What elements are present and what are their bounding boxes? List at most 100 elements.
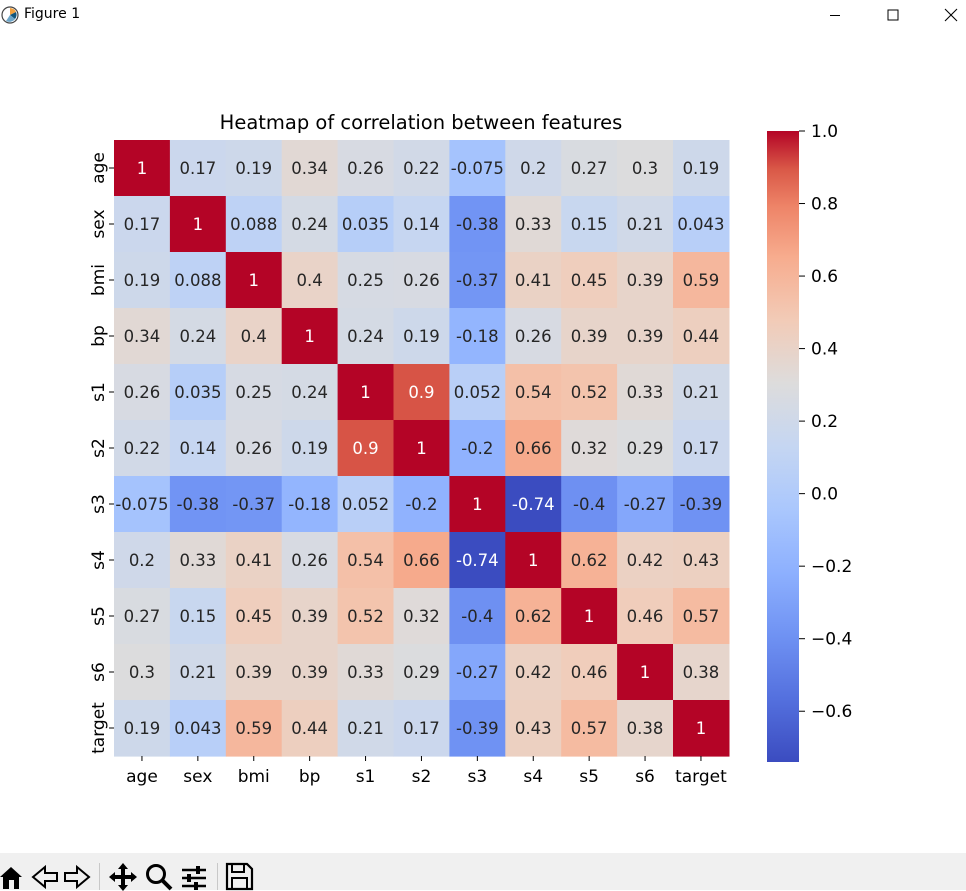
heatmap-cell bbox=[561, 140, 618, 197]
heatmap-cell bbox=[617, 476, 674, 533]
cell-annotation: 0.15 bbox=[179, 607, 216, 626]
heatmap-cell bbox=[114, 700, 171, 757]
cell-annotation: 0.17 bbox=[683, 439, 720, 458]
cell-annotation: 0.21 bbox=[347, 719, 384, 738]
heatmap-cell bbox=[393, 308, 450, 365]
cell-annotation: 1 bbox=[193, 215, 204, 234]
cell-annotation: 0.19 bbox=[683, 159, 720, 178]
cell-annotation: 1 bbox=[472, 495, 483, 514]
heatmap-cell bbox=[169, 644, 227, 701]
heatmap-cell bbox=[114, 252, 171, 309]
cell-annotation: 0.24 bbox=[291, 383, 328, 402]
heatmap-cell bbox=[281, 196, 339, 253]
heatmap-cell bbox=[449, 700, 506, 757]
heatmap-cell bbox=[505, 308, 562, 365]
heatmap-cell bbox=[617, 308, 674, 365]
heatmap-cell bbox=[449, 644, 506, 701]
heatmap-cell bbox=[561, 476, 618, 533]
heatmap-cell bbox=[225, 532, 283, 589]
cell-annotation: 0.22 bbox=[124, 439, 161, 458]
heatmap-cell bbox=[225, 196, 283, 253]
cell-annotation: 0.52 bbox=[347, 607, 384, 626]
heatmap-cell bbox=[449, 308, 506, 365]
cell-annotation: 1 bbox=[416, 439, 427, 458]
cell-annotation: 0.46 bbox=[571, 663, 608, 682]
cell-annotation: -0.27 bbox=[624, 495, 667, 514]
heatmap-cell bbox=[505, 196, 562, 253]
cell-annotation: 0.043 bbox=[677, 215, 724, 234]
heatmap-cell bbox=[169, 588, 227, 645]
cell-annotation: 0.39 bbox=[571, 327, 608, 346]
cell-annotation: 0.14 bbox=[179, 439, 216, 458]
heatmap-cell bbox=[169, 420, 227, 477]
heatmap-cell bbox=[281, 308, 339, 365]
cell-annotation: 0.4 bbox=[241, 327, 267, 346]
cell-annotation: -0.38 bbox=[176, 495, 219, 514]
heatmap-cell bbox=[617, 532, 674, 589]
maximize-button[interactable] bbox=[864, 0, 922, 30]
cell-annotation: 0.44 bbox=[683, 327, 720, 346]
heatmap-cell bbox=[449, 588, 506, 645]
heatmap-cell bbox=[114, 532, 171, 589]
heatmap-cell bbox=[337, 364, 395, 421]
heatmap-cell bbox=[505, 700, 562, 757]
y-tick-label: s2 bbox=[89, 438, 109, 458]
save-icon[interactable] bbox=[224, 861, 254, 891]
cell-annotation: -0.2 bbox=[461, 439, 493, 458]
heatmap-cell bbox=[617, 700, 674, 757]
close-icon bbox=[944, 8, 958, 22]
cell-annotation: 0.39 bbox=[627, 271, 664, 290]
heatmap-cell bbox=[225, 644, 283, 701]
heatmap-cell bbox=[169, 476, 227, 533]
heatmap-cell bbox=[449, 420, 506, 477]
heatmap-cell bbox=[114, 420, 171, 477]
cell-annotation: 0.2 bbox=[129, 551, 155, 570]
heatmap-cell bbox=[337, 252, 395, 309]
cell-annotation: 0.26 bbox=[403, 271, 440, 290]
cell-annotation: 0.035 bbox=[174, 383, 221, 402]
x-tick-label: age bbox=[126, 767, 158, 787]
cell-annotation: 0.25 bbox=[235, 383, 272, 402]
heatmap-cell bbox=[449, 476, 506, 533]
cell-annotation: -0.075 bbox=[451, 159, 504, 178]
heatmap-cell bbox=[281, 364, 339, 421]
cell-annotation: 1 bbox=[584, 607, 595, 626]
heatmap-cell bbox=[169, 700, 227, 757]
home-icon[interactable] bbox=[0, 861, 28, 891]
cell-annotation: 0.088 bbox=[174, 271, 221, 290]
heatmap-cell bbox=[114, 588, 171, 645]
zoom-icon[interactable] bbox=[144, 861, 174, 891]
back-arrow-icon[interactable] bbox=[30, 861, 60, 891]
forward-arrow-icon[interactable] bbox=[62, 861, 92, 891]
heatmap-cell bbox=[281, 644, 339, 701]
heatmap-cell bbox=[225, 588, 283, 645]
heatmap-cell bbox=[337, 140, 395, 197]
heatmap-cell bbox=[393, 252, 450, 309]
cell-annotation: 0.3 bbox=[632, 159, 658, 178]
heatmap-cell bbox=[393, 364, 450, 421]
cell-annotation: 0.052 bbox=[454, 383, 501, 402]
heatmap-cell bbox=[393, 532, 450, 589]
x-tick-label: s4 bbox=[523, 767, 543, 787]
heatmap-cell bbox=[337, 308, 395, 365]
cell-annotation: 0.9 bbox=[352, 439, 378, 458]
heatmap-cell bbox=[673, 532, 730, 589]
cell-annotation: 0.9 bbox=[408, 383, 434, 402]
heatmap-cell bbox=[617, 420, 674, 477]
configure-subplots-icon[interactable] bbox=[179, 861, 209, 891]
cell-annotation: 0.088 bbox=[230, 215, 277, 234]
cell-annotation: 0.32 bbox=[571, 439, 608, 458]
cell-annotation: 0.39 bbox=[235, 663, 272, 682]
cell-annotation: 0.26 bbox=[124, 383, 161, 402]
colorbar bbox=[767, 131, 799, 762]
heatmap-cell bbox=[449, 364, 506, 421]
pan-icon[interactable] bbox=[108, 861, 138, 891]
maximize-icon bbox=[887, 9, 899, 21]
minimize-button[interactable] bbox=[806, 0, 864, 30]
cell-annotation: 0.17 bbox=[179, 159, 216, 178]
matplotlib-logo-icon bbox=[1, 6, 19, 24]
heatmap-cell bbox=[673, 588, 730, 645]
cell-annotation: 0.41 bbox=[235, 551, 272, 570]
colorbar-tick-label: 0.4 bbox=[811, 340, 838, 360]
close-button[interactable] bbox=[922, 0, 966, 30]
